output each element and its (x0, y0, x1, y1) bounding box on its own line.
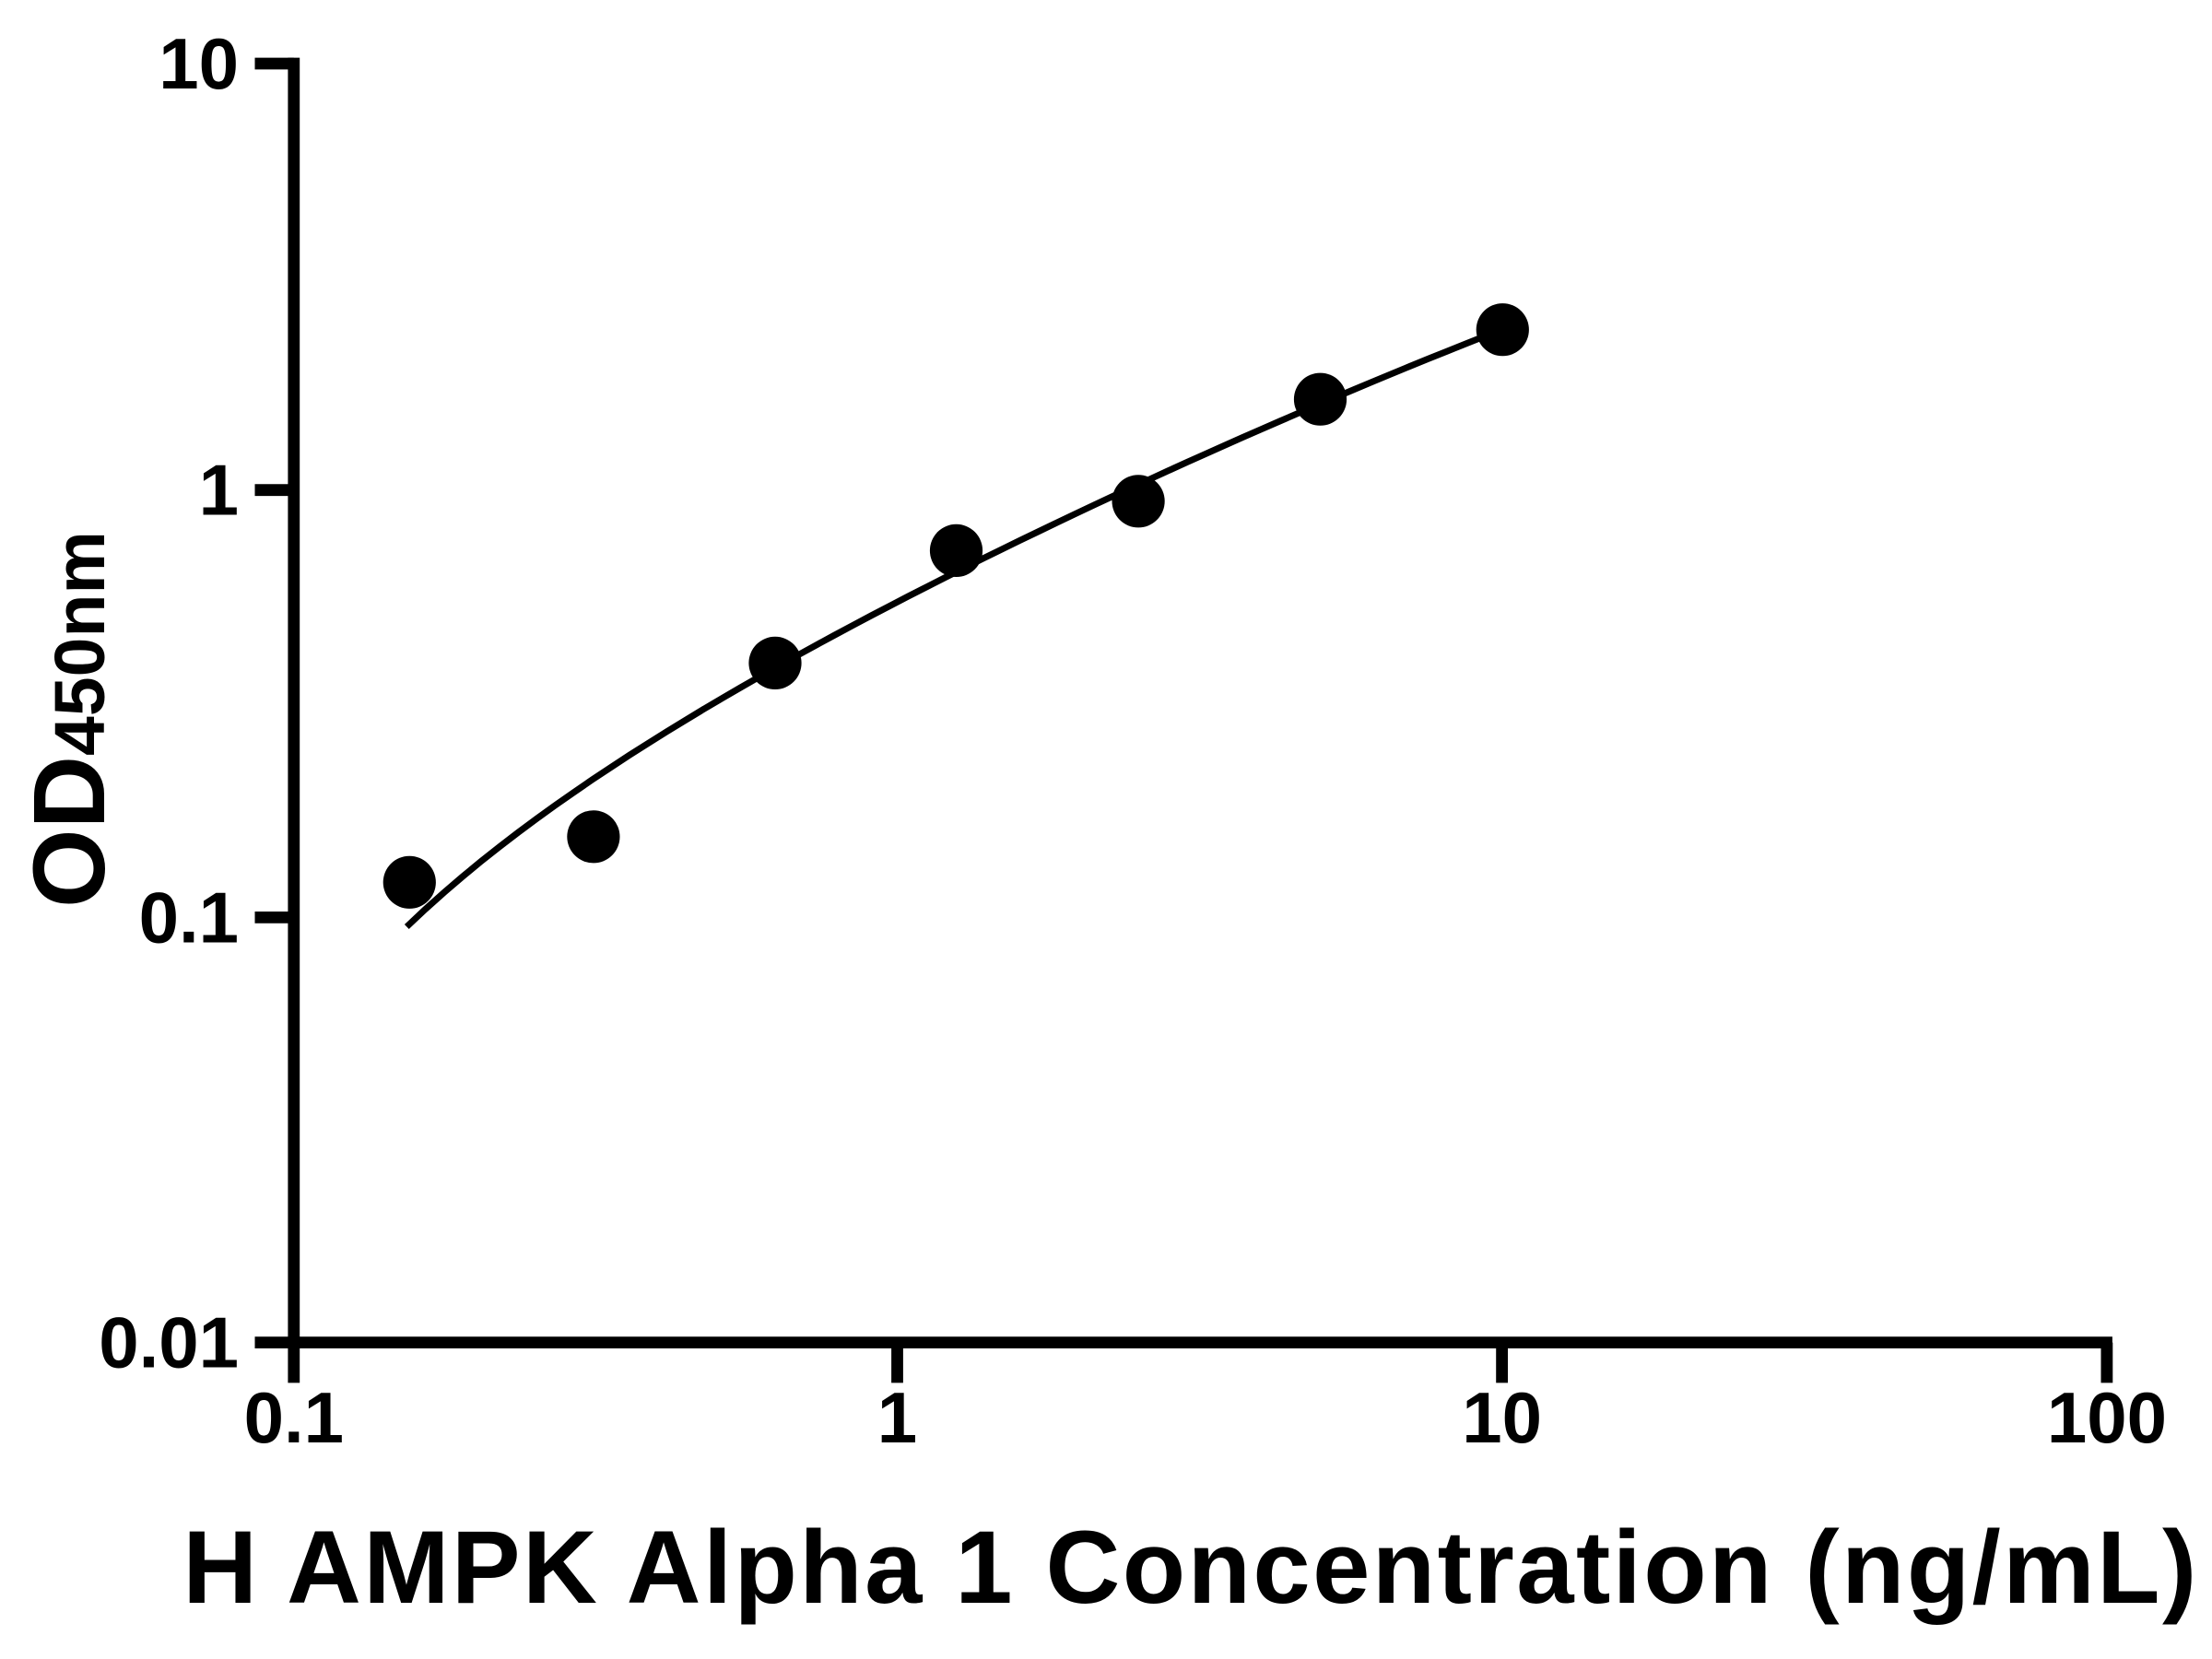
svg-text:10: 10 (159, 23, 239, 104)
svg-text:H AMPK Alpha 1 Concentration (: H AMPK Alpha 1 Concentration (ng/mL) (182, 1510, 2198, 1625)
svg-text:0.1: 0.1 (244, 1377, 344, 1458)
svg-text:0.01: 0.01 (99, 1302, 239, 1383)
svg-text:10: 10 (1462, 1377, 1542, 1458)
svg-text:1: 1 (199, 450, 239, 531)
svg-text:0.1: 0.1 (139, 877, 239, 958)
svg-text:100: 100 (2047, 1377, 2167, 1458)
svg-text:1: 1 (877, 1377, 917, 1458)
